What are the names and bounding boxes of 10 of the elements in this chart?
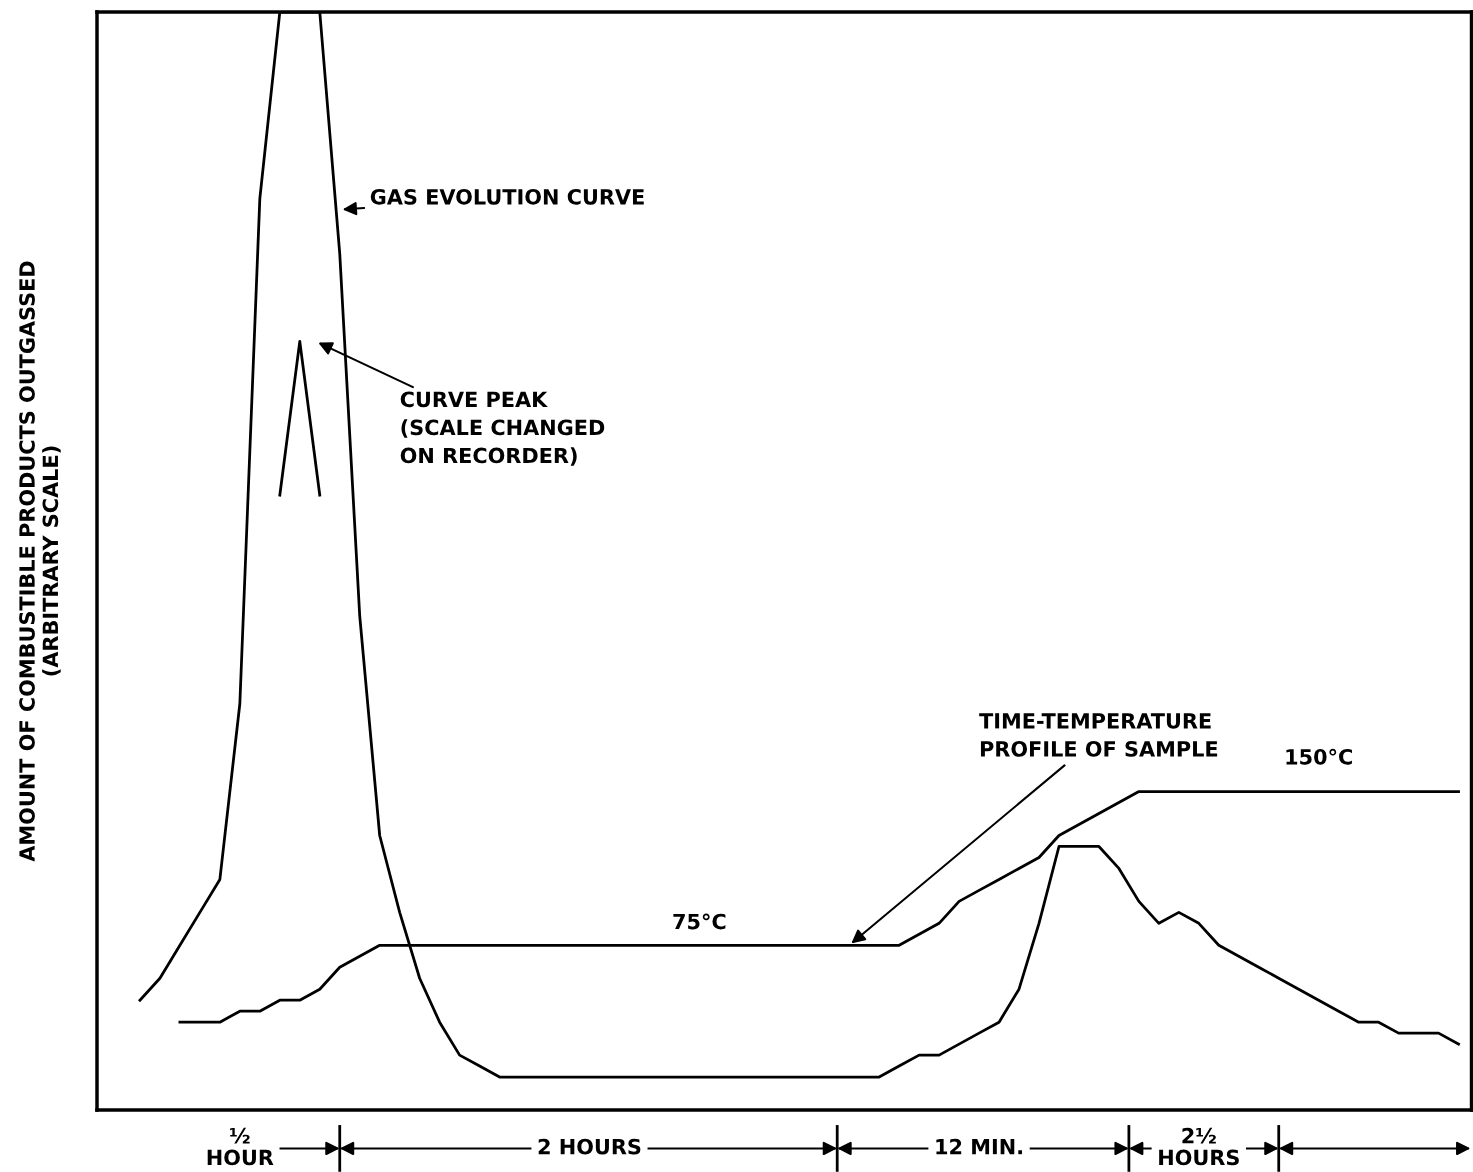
annotation: 150°C [1286, 748, 1352, 765]
text: CURVE PEAK (SCALE CHANGED ON RECORDER) [400, 391, 605, 466]
y-axis-title: AMOUNT OF COMBUSTIBLE PRODUCTS OUTGASSED (ARBITRARY SCALE) [19, 261, 61, 862]
series-label: TIME-TEMPERATURE PROFILE OF SAMPLE [979, 713, 1218, 757]
text: 2 HOURS [538, 1138, 641, 1155]
text: 2½ HOURS [1159, 1127, 1239, 1166]
annotation: 75°C [673, 913, 726, 930]
text: ½ HOUR [207, 1127, 274, 1166]
text: 12 MIN. [936, 1138, 1022, 1155]
legend-label: GAS EVOLUTION CURVE [370, 188, 644, 205]
